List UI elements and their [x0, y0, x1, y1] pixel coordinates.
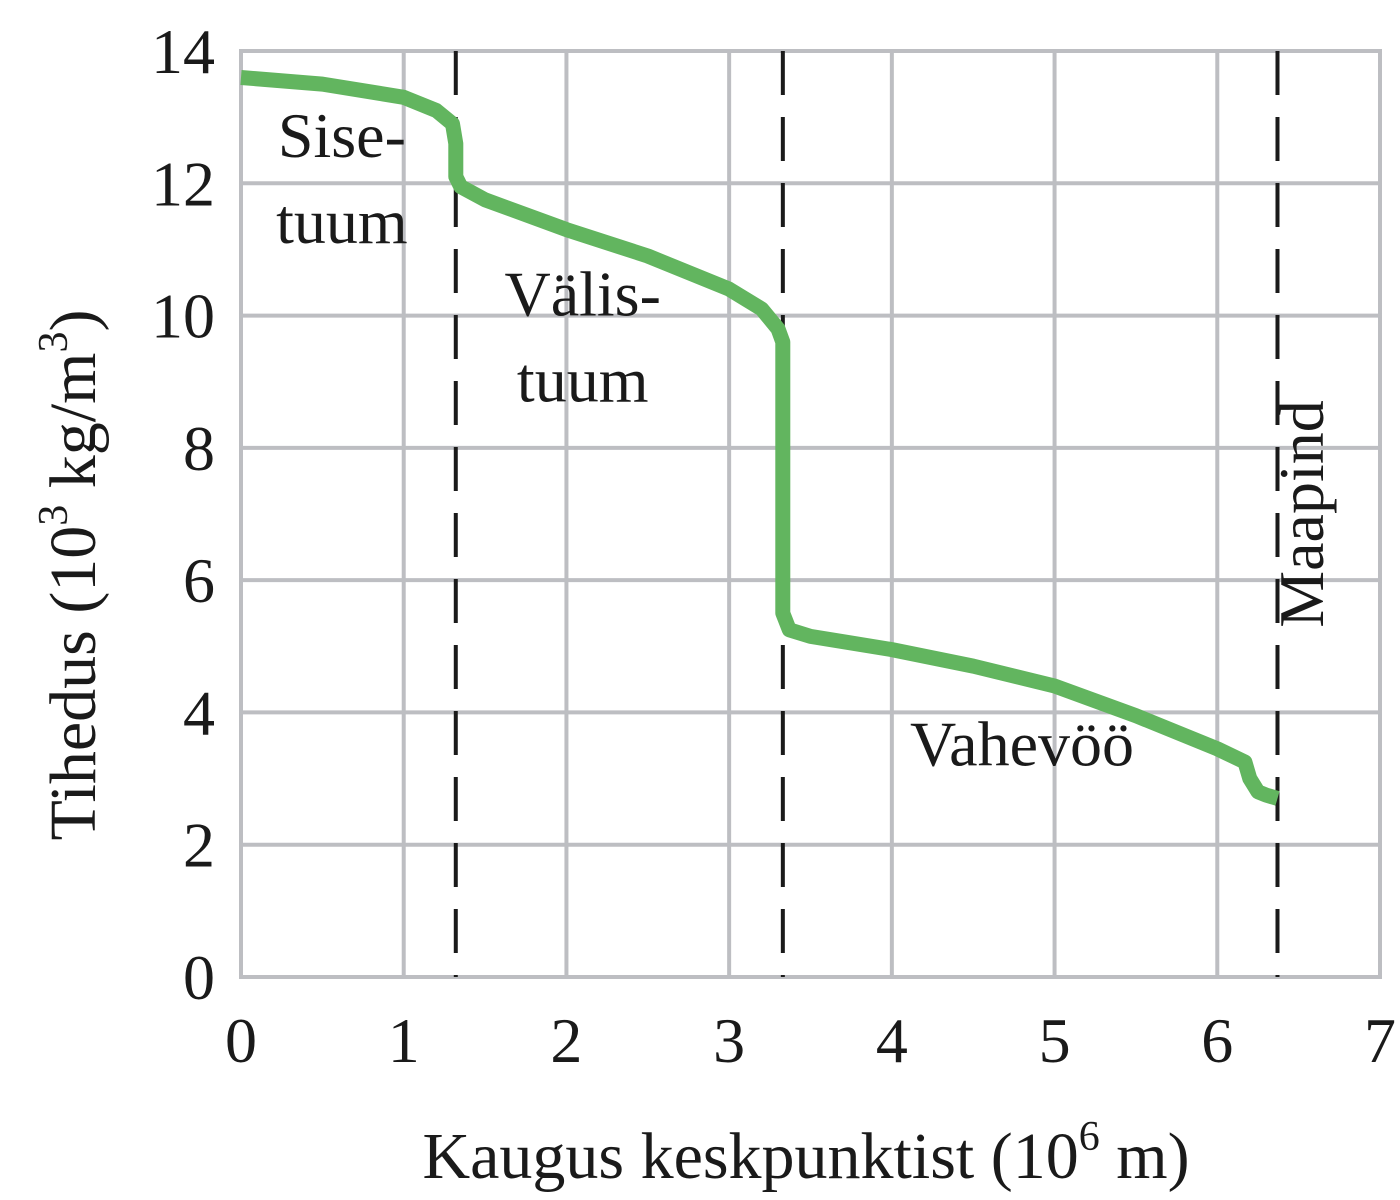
- layer-boundaries: [453, 51, 1280, 977]
- region-label: Sise-: [278, 100, 406, 171]
- y-axis-ticks: 0 2 4 6 8 10 12 14: [151, 16, 215, 1013]
- x-tick-label: 6: [1201, 1005, 1233, 1076]
- x-tick-label: 0: [225, 1005, 257, 1076]
- x-tick-label: 7: [1364, 1005, 1396, 1076]
- region-label: Vahevöö: [910, 708, 1134, 779]
- y-tick-label: 14: [151, 16, 215, 87]
- y-tick-label: 10: [151, 281, 215, 352]
- x-tick-label: 2: [550, 1005, 582, 1076]
- region-label: Välis-: [504, 259, 660, 330]
- y-tick-label: 8: [183, 413, 215, 484]
- region-label: Maapind: [1266, 400, 1337, 628]
- grid-lines: [239, 49, 1382, 979]
- region-labels: Sise-tuum Välis-tuum Vahevöö Maapind: [276, 100, 1337, 780]
- x-axis-ticks: 0 1 2 3 4 5 6 7: [225, 1005, 1396, 1076]
- y-axis-label: Tihedus (103 kg/m3): [31, 310, 110, 841]
- x-tick-label: 5: [1039, 1005, 1071, 1076]
- x-tick-label: 3: [713, 1005, 745, 1076]
- region-label: tuum: [276, 186, 408, 257]
- y-tick-label: 4: [183, 677, 215, 748]
- y-tick-label: 12: [151, 148, 215, 219]
- region-label: tuum: [517, 345, 649, 416]
- y-tick-label: 2: [183, 810, 215, 881]
- x-axis-label: Kaugus keskpunktist (106 m): [422, 1114, 1189, 1193]
- x-tick-label: 4: [876, 1005, 908, 1076]
- density-curve: [240, 70, 1280, 806]
- y-tick-label: 0: [183, 942, 215, 1013]
- x-tick-label: 1: [388, 1005, 420, 1076]
- y-tick-label: 6: [183, 545, 215, 616]
